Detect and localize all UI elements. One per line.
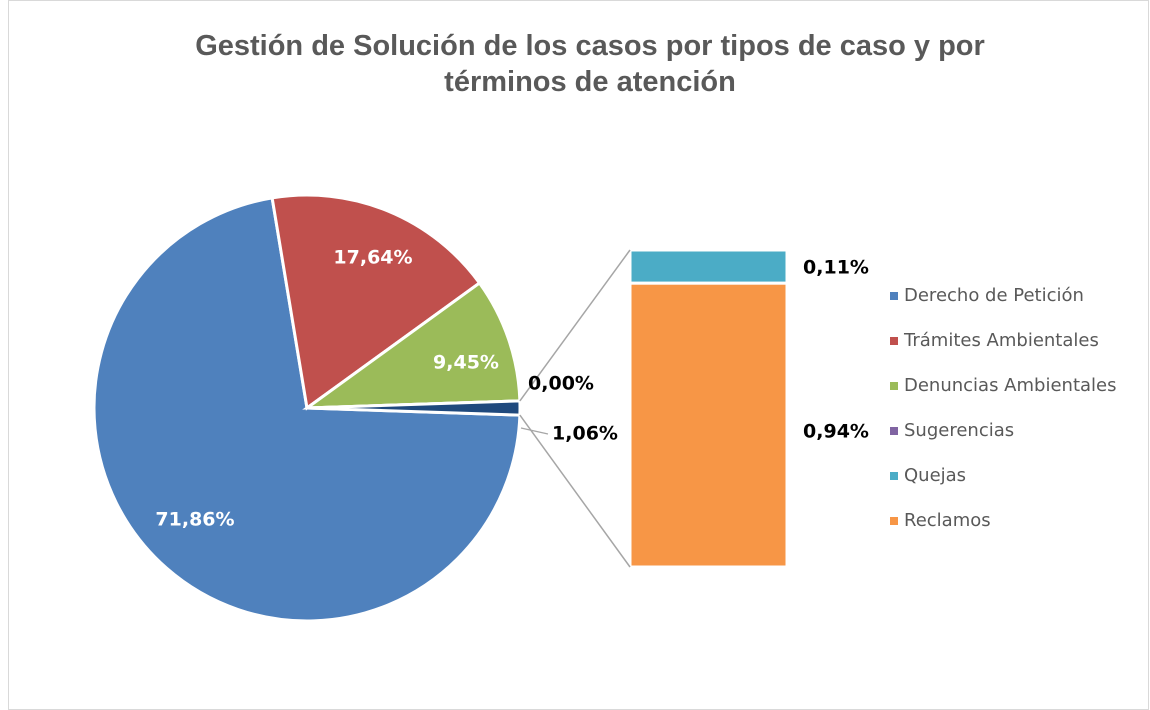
- data-label: 0,11%: [803, 257, 869, 279]
- other-slice: [306, 399, 522, 417]
- bar-segment: [628, 248, 789, 285]
- connector: [519, 249, 631, 402]
- legend-swatch: [890, 517, 898, 525]
- legend-swatch: [890, 382, 898, 390]
- legend-swatch: [890, 337, 898, 345]
- data-label: 9,45%: [433, 352, 499, 374]
- data-label: 0,94%: [803, 421, 869, 443]
- legend-label: Quejas: [904, 465, 966, 486]
- pie-slice: [270, 193, 482, 411]
- legend-swatch: [890, 472, 898, 480]
- legend-label: Derecho de Petición: [904, 285, 1084, 306]
- chart-title: Gestión de Solución de los casos por tip…: [195, 30, 985, 98]
- legend-swatch: [890, 292, 898, 300]
- legend-label: Trámites Ambientales: [903, 330, 1099, 351]
- legend-label: Denuncias Ambientales: [904, 375, 1116, 396]
- data-label: 71,86%: [155, 509, 234, 531]
- legend-label: Reclamos: [904, 510, 991, 531]
- data-label: 1,06%: [552, 423, 618, 445]
- legend-swatch: [890, 427, 898, 435]
- pie-slice: [302, 280, 522, 410]
- data-label: 17,64%: [333, 247, 412, 269]
- bar-segment: [628, 281, 789, 569]
- leader-line: [520, 427, 549, 435]
- data-label: 0,00%: [528, 373, 594, 395]
- connector: [519, 414, 631, 568]
- legend-label: Sugerencias: [904, 420, 1014, 441]
